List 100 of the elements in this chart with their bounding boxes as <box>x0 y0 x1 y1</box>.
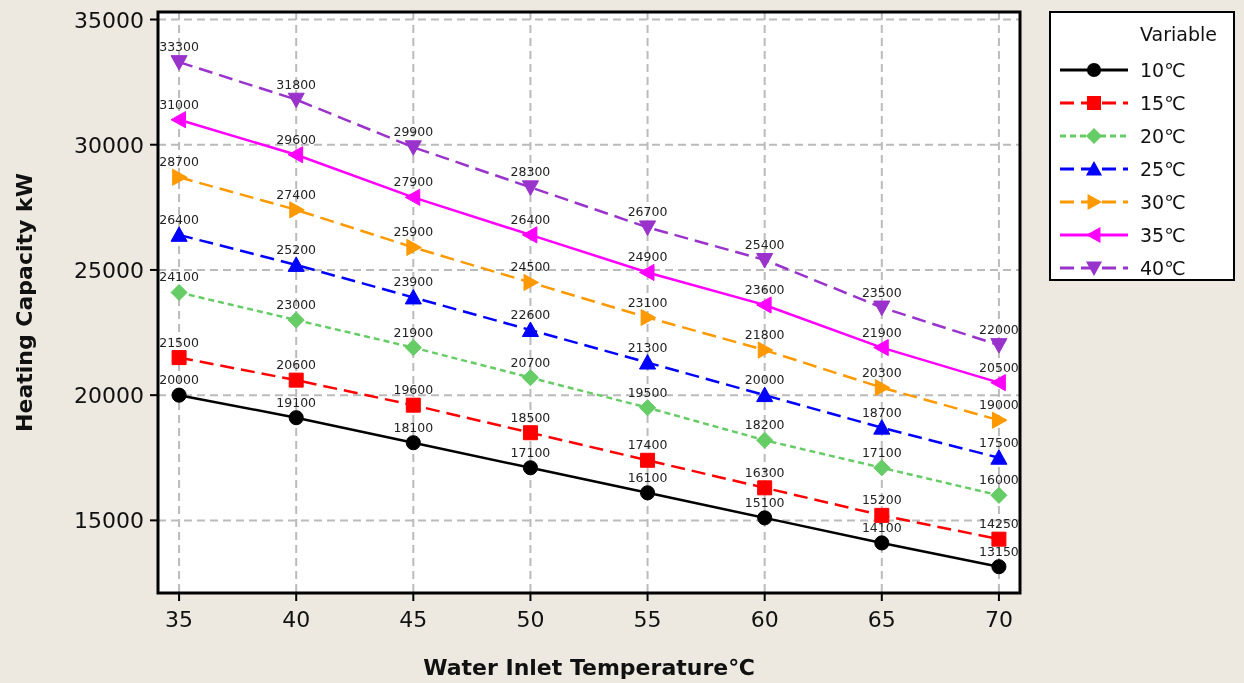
data-label: 21500 <box>159 334 200 350</box>
x-tick-label: 55 <box>633 607 662 632</box>
point <box>521 226 538 244</box>
data-label: 26400 <box>159 211 200 227</box>
data-label: 27400 <box>276 186 317 202</box>
point <box>522 425 538 441</box>
data-label: 17100 <box>861 444 902 460</box>
data-label: 20000 <box>159 372 200 388</box>
point <box>639 399 657 417</box>
point <box>404 140 422 156</box>
point <box>287 256 305 272</box>
data-label: 22600 <box>510 307 551 323</box>
data-label: 19000 <box>979 397 1019 413</box>
point <box>756 296 772 314</box>
point <box>522 460 539 476</box>
point <box>639 354 657 370</box>
data-label: 19100 <box>276 394 317 410</box>
point <box>404 339 422 357</box>
data-label: 17500 <box>979 434 1019 450</box>
point <box>756 431 774 449</box>
point <box>990 486 1008 504</box>
data-label: 18700 <box>861 404 902 420</box>
point <box>404 288 422 305</box>
data-label: 21900 <box>861 324 902 340</box>
legend-label: 25℃ <box>1140 158 1186 180</box>
y-tick-label: 20000 <box>74 383 144 409</box>
legend-label: 40℃ <box>1140 257 1186 279</box>
point <box>170 283 188 302</box>
data-label: 29900 <box>393 124 434 140</box>
point <box>756 386 774 403</box>
point <box>756 252 774 269</box>
data-label: 17400 <box>627 437 668 453</box>
point <box>757 510 773 526</box>
y-tick-label: 35000 <box>74 7 144 33</box>
data-label: 24100 <box>159 269 200 285</box>
point <box>873 339 889 357</box>
point <box>757 341 774 359</box>
data-label: 20700 <box>510 354 551 370</box>
point <box>639 220 657 236</box>
data-label: 20000 <box>744 372 785 388</box>
point <box>640 452 656 468</box>
data-label: 21300 <box>627 339 668 355</box>
point <box>170 55 188 71</box>
point <box>874 535 890 551</box>
data-label: 18500 <box>510 409 551 425</box>
data-label: 23000 <box>276 297 317 313</box>
data-label: 16300 <box>744 464 785 480</box>
data-label: 19500 <box>627 384 668 400</box>
data-label: 20300 <box>861 364 902 380</box>
data-label: 16000 <box>979 472 1019 488</box>
point <box>405 435 421 451</box>
point <box>990 338 1008 354</box>
point <box>991 531 1007 547</box>
data-label: 28300 <box>510 164 551 180</box>
legend-title: Variable <box>1140 23 1217 45</box>
legend-label: 30℃ <box>1140 191 1186 213</box>
data-label: 14100 <box>861 519 902 535</box>
data-label: 22000 <box>979 322 1019 338</box>
data-label: 21800 <box>744 327 785 343</box>
point <box>874 507 890 523</box>
data-label: 13150 <box>979 543 1019 559</box>
point <box>288 372 304 388</box>
legend-label: 20℃ <box>1140 125 1186 147</box>
y-axis-title: Heating Capacity kW <box>12 173 37 432</box>
data-label: 23600 <box>744 282 785 297</box>
data-label: 15200 <box>861 492 902 508</box>
point <box>639 263 655 281</box>
point <box>990 449 1008 465</box>
point <box>287 146 304 164</box>
data-label: 17100 <box>510 444 551 460</box>
point <box>289 201 305 219</box>
point <box>404 188 421 206</box>
point <box>639 485 656 501</box>
legend-label: 35℃ <box>1140 224 1186 246</box>
point <box>991 559 1007 575</box>
data-label: 31800 <box>276 76 317 92</box>
point <box>523 273 539 292</box>
data-label: 31000 <box>159 96 200 112</box>
data-label: 27900 <box>393 174 434 190</box>
point <box>171 350 187 366</box>
x-tick-label: 45 <box>399 607 428 632</box>
point <box>521 321 539 337</box>
data-label: 26700 <box>627 204 668 220</box>
x-tick-label: 50 <box>516 607 545 632</box>
point <box>640 308 657 327</box>
point <box>171 387 187 403</box>
point <box>287 92 305 109</box>
legend-label: 10℃ <box>1140 59 1186 81</box>
data-label: 28700 <box>159 154 200 170</box>
point <box>521 180 539 196</box>
data-label: 33300 <box>159 39 200 55</box>
data-label: 15100 <box>744 494 785 510</box>
data-label: 23900 <box>393 274 434 290</box>
data-label: 14250 <box>979 516 1019 532</box>
data-label: 19600 <box>393 382 434 398</box>
data-label: 25400 <box>744 236 785 252</box>
point <box>287 311 305 329</box>
point <box>991 411 1008 429</box>
x-tick-label: 70 <box>984 607 1013 632</box>
data-label: 20500 <box>979 359 1019 375</box>
